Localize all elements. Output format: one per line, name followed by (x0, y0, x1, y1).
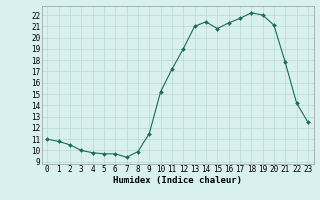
X-axis label: Humidex (Indice chaleur): Humidex (Indice chaleur) (113, 176, 242, 185)
